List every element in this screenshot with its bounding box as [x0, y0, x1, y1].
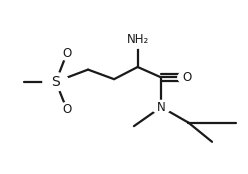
Circle shape	[57, 103, 77, 117]
Circle shape	[57, 46, 77, 60]
Text: NH₂: NH₂	[126, 33, 149, 46]
Text: O: O	[62, 47, 72, 60]
Text: O: O	[183, 71, 192, 84]
Circle shape	[43, 73, 69, 91]
Circle shape	[125, 30, 151, 48]
Circle shape	[152, 100, 171, 114]
Circle shape	[178, 71, 197, 84]
Text: N: N	[157, 101, 166, 113]
Text: O: O	[62, 103, 72, 116]
Text: S: S	[51, 75, 60, 89]
